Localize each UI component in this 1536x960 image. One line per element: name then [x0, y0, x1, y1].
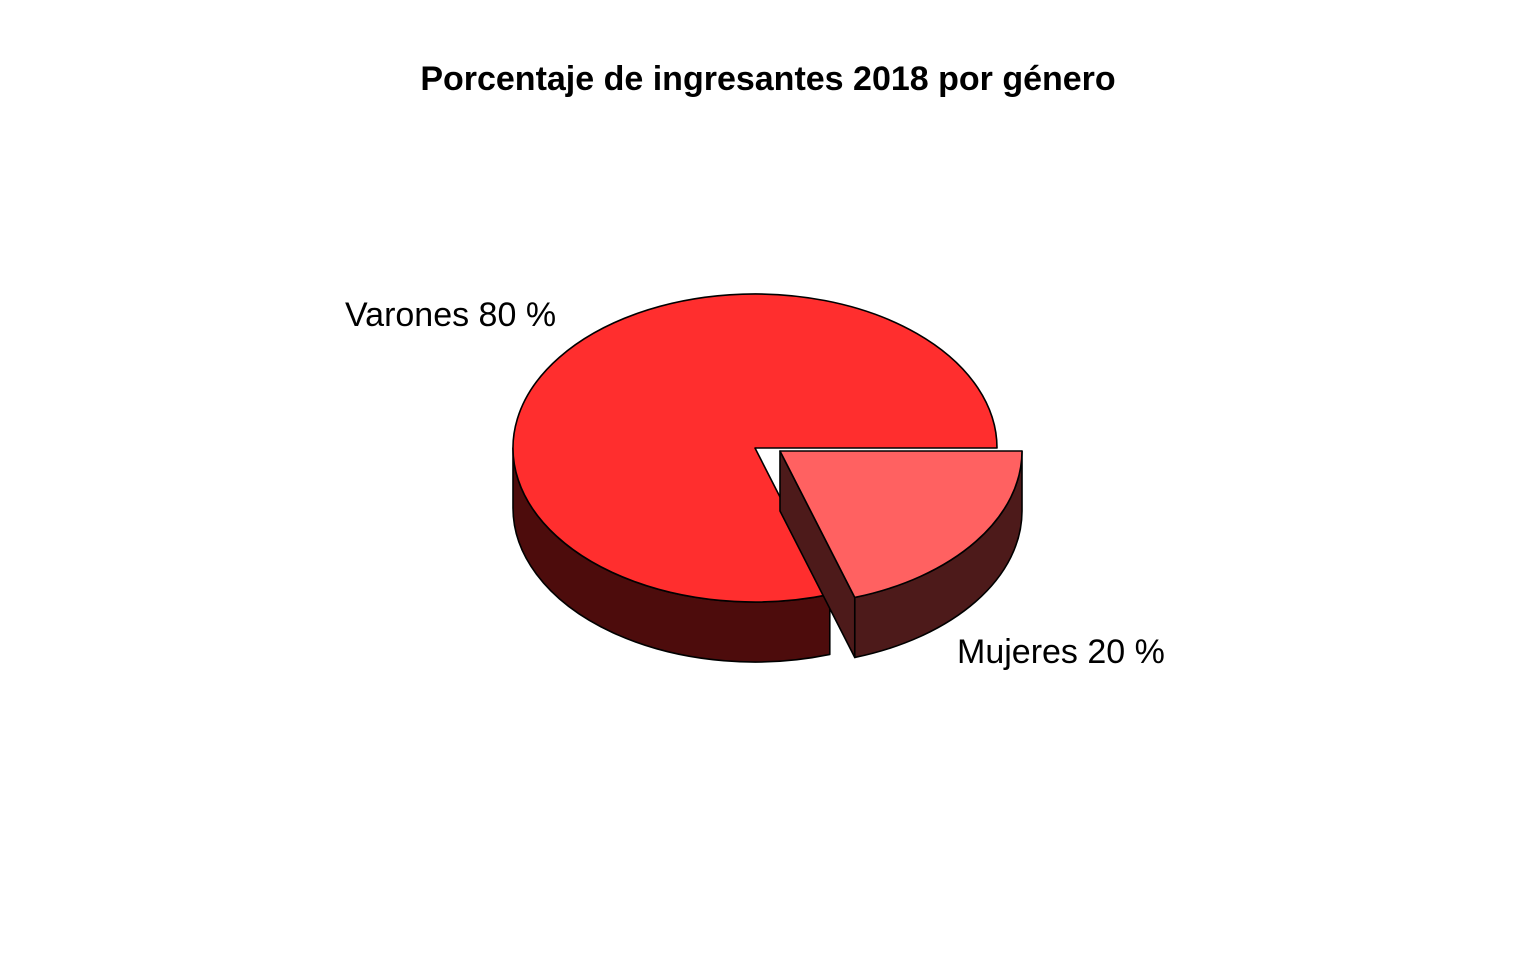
slice-label-mujeres: Mujeres 20 %	[957, 633, 1165, 671]
pie-slice-varones	[512, 293, 998, 603]
pie-layer	[512, 293, 1023, 663]
slice-label-varones: Varones 80 %	[345, 296, 556, 334]
pie-slice-mujeres	[779, 450, 1023, 599]
chart-title: Porcentaje de ingresantes 2018 por géner…	[420, 60, 1115, 98]
